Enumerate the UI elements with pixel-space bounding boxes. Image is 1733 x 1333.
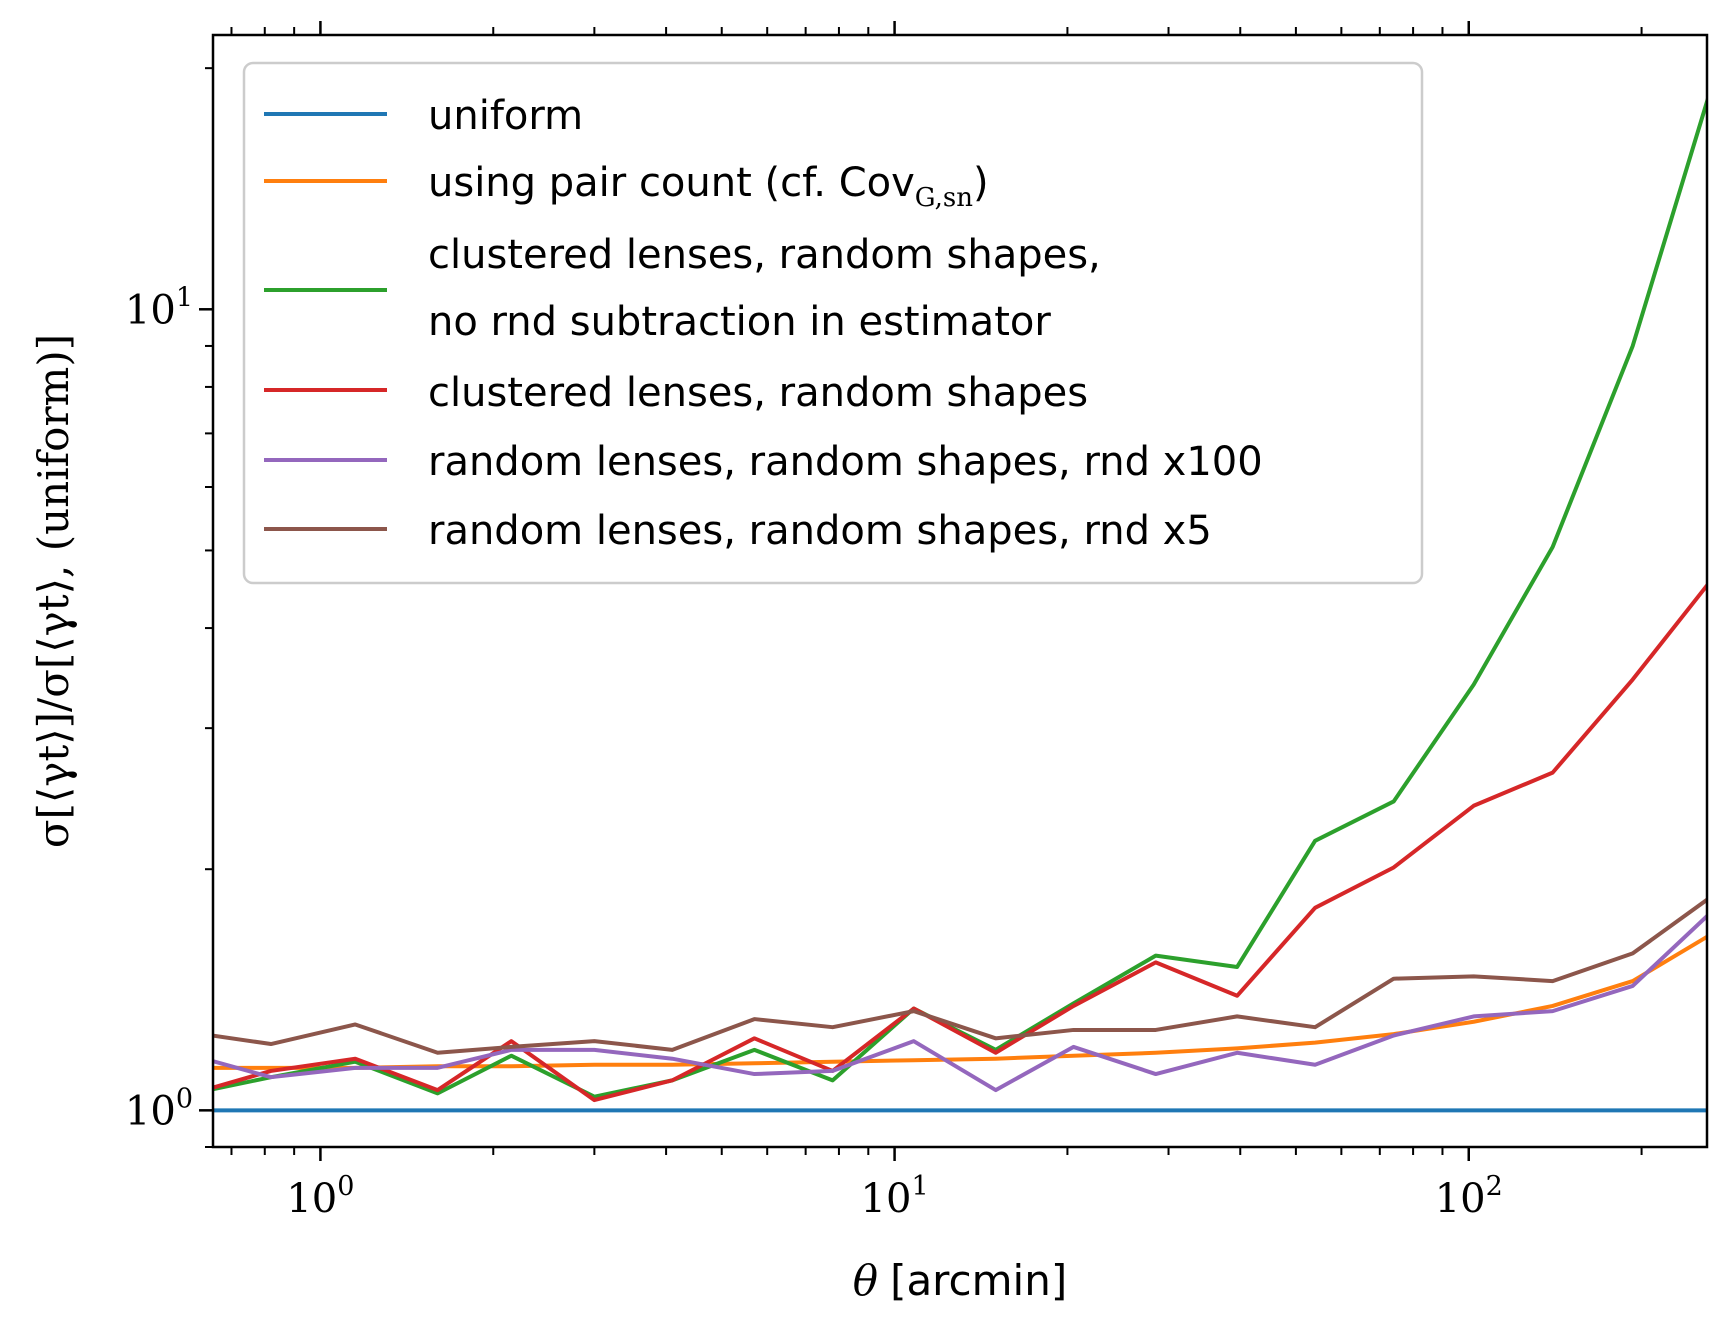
series-line-5 [213,897,1707,1055]
legend: uniform using pair count (cf. CovG,sn) c… [242,61,1424,585]
y-axis-label: σ[⟨γt⟩]/σ[⟨γt⟩, (uniform)] [29,334,78,848]
series-layer [213,94,1707,1113]
legend-label-clustered: clustered lenses, random shapes [428,370,1088,416]
legend-label-clustered-no-rnd-line2: no rnd subtraction in estimator [428,299,1051,345]
legend-label-pair-count: using pair count (cf. CovG,sn) [428,160,989,213]
x-tick-label-1: 101 [861,1171,929,1222]
plot-frame [211,33,1709,1149]
legend-label-clustered-no-rnd-line1: clustered lenses, random shapes, [428,232,1101,278]
series-line-4 [213,913,1707,1093]
legend-label-uniform: uniform [428,93,583,139]
x-tick-label-0: 100 [286,1171,354,1222]
legend-label-random-x5: random lenses, random shapes, rnd x5 [428,508,1212,554]
legend-label-random-x100: random lenses, random shapes, rnd x100 [428,439,1263,485]
y-tick-label-1: 101 [125,282,193,333]
series-line-3 [213,582,1707,1103]
minor-tick-layer [205,27,1643,1155]
legend-box [242,61,1424,585]
x-tick-label-2: 102 [1435,1171,1503,1222]
y-tick-label-0: 100 [125,1083,193,1134]
x-axis-label: θ [arcmin] [853,1256,1067,1305]
major-tick-layer [199,21,1470,1161]
